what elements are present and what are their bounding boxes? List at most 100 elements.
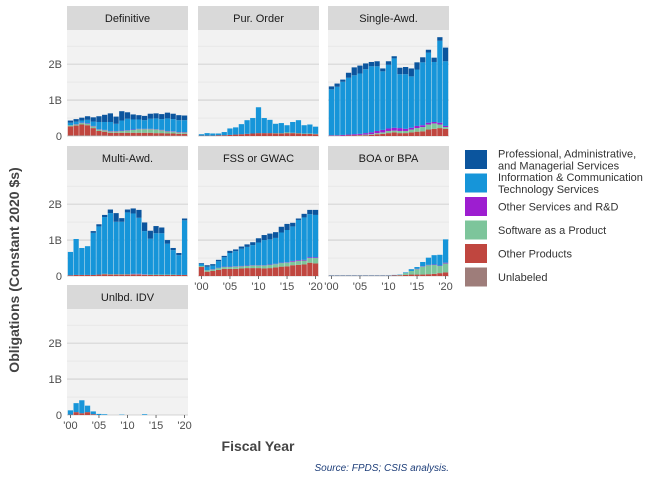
bar-segment [256,107,261,133]
x-tick-label: '05 [223,281,237,293]
bar-segment [437,128,442,136]
bar-segment [182,120,187,132]
bar-segment [216,270,221,276]
bar-segment [171,250,176,274]
bar-segment [74,122,79,125]
bar-segment [409,130,414,133]
legend-label: Other Products [498,249,572,261]
bar-segment [108,133,113,136]
bar-segment [426,258,431,265]
bar-segment [279,133,284,136]
bar-segment [136,129,141,133]
bar-segment [374,134,379,136]
bar-segment [119,131,124,133]
bar-segment [284,266,289,276]
bar-segment [153,118,158,129]
legend-key [465,197,487,216]
bar-segment [273,267,278,276]
bar-segment [148,275,153,276]
bar-segment [346,135,351,136]
bar-segment [119,111,124,120]
bar-segment [108,122,113,131]
bar-segment [414,132,419,136]
bar-segment [210,133,215,135]
bar-segment [131,208,136,213]
bar-segment [102,217,107,274]
bar-segment [102,135,107,136]
bar-segment [85,412,90,415]
x-tick-label: '15 [280,281,294,293]
bar-segment [148,119,153,129]
bar-segment [142,120,147,129]
bar-segment [420,125,425,127]
bar-segment [279,263,284,267]
bar-segment [136,133,141,136]
bar-segment [335,84,340,87]
bar-segment [420,62,425,125]
bar-segment [159,133,164,136]
bar-segment [79,118,84,121]
bar-segment [199,267,204,276]
bar-segment [159,114,164,119]
bar-segment [96,130,101,131]
bar-segment [296,261,301,265]
bar-segment [397,68,402,74]
bar-segment [136,275,141,276]
bar-segment [182,132,187,133]
bar-segment [227,128,232,134]
bar-segment [102,215,107,217]
bar-segment [153,130,158,134]
x-tick-label: '15 [410,281,424,293]
bar-segment [256,238,261,242]
bar-segment [296,120,301,133]
bar-segment [68,275,73,276]
bar-segment [443,61,448,126]
bar-segment [233,269,238,276]
bar-segment [290,226,295,260]
bar-segment [284,132,289,133]
bar-segment [284,230,289,262]
facet-panel: Multi-Awd. [67,146,188,276]
bar-segment [426,50,431,53]
bar-segment [68,126,73,135]
bar-segment [159,275,164,276]
legend-label: Technology Services [498,184,599,196]
bar-segment [239,247,244,249]
legend-key [465,244,487,263]
bar-segment [262,118,267,133]
bar-segment [374,66,379,131]
bar-segment [227,267,232,269]
bar-segment [426,130,431,136]
bar-segment [216,268,221,270]
bar-segment [222,132,227,135]
bar-segment [307,210,312,214]
bar-segment [165,240,170,244]
bar-segment [403,275,408,276]
bar-segment [307,263,312,276]
bar-segment [153,113,158,118]
bar-segment [108,210,113,214]
bar-segment [153,133,158,136]
bar-segment [432,122,437,123]
bar-segment [302,260,307,261]
bar-segment [199,264,204,266]
facet-title: Pur. Order [233,13,284,25]
bar-segment [392,128,397,131]
bar-segment [262,240,267,265]
legend-label: Other Services and R&D [498,202,618,214]
bar-segment [386,131,391,133]
bar-segment [96,414,101,415]
bar-segment [437,273,442,276]
bar-segment [313,257,318,258]
bar-segment [91,117,96,121]
bar-segment [403,129,408,131]
bar-segment [233,267,238,269]
bar-segment [432,265,437,274]
bar-segment [302,214,307,218]
bar-segment [346,135,351,136]
bar-segment [414,269,419,274]
bar-segment [420,275,425,276]
bar-segment [74,125,79,126]
bar-segment [79,413,84,415]
bar-segment [302,134,307,136]
